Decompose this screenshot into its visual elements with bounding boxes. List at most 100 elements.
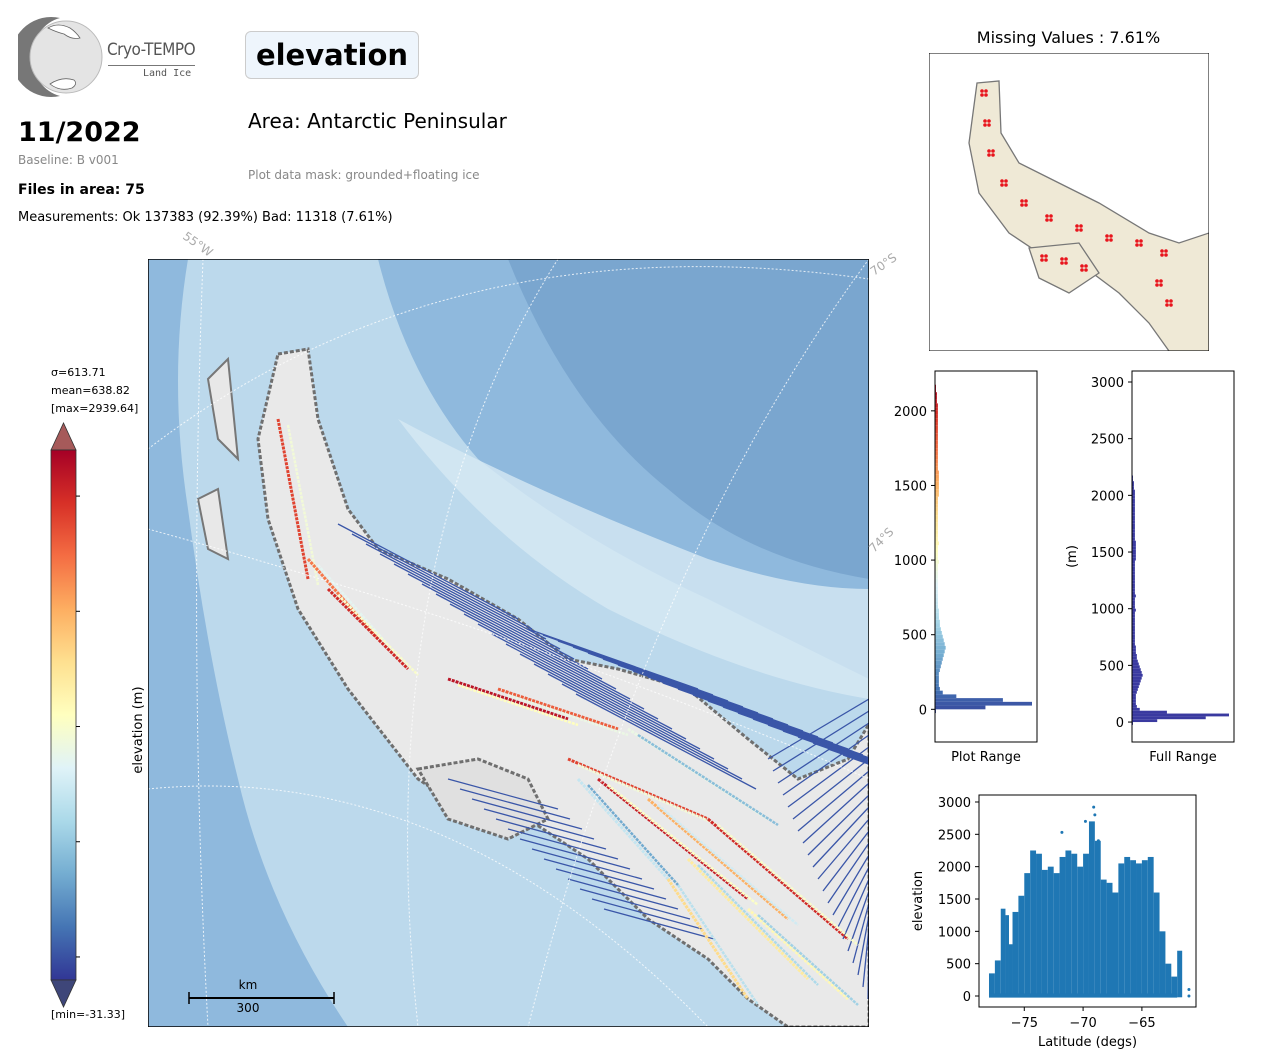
elevation-track <box>497 687 619 731</box>
histogram-bar <box>1132 591 1135 595</box>
histogram-bar <box>935 627 941 631</box>
y-axis-label: (m) <box>1065 545 1080 568</box>
missing-value-dot <box>984 93 988 97</box>
histogram-bar <box>1132 520 1135 524</box>
histogram-bar <box>1132 529 1135 533</box>
histogram-bar <box>1132 498 1135 502</box>
histogram-bar <box>935 519 938 523</box>
y-tick-label: 0 <box>919 703 927 718</box>
missing-value-dot <box>1064 257 1068 261</box>
satellite-track <box>575 693 757 790</box>
histogram-bar <box>935 660 942 665</box>
scatter-point <box>1092 805 1096 809</box>
scatter-points-column <box>1153 892 1160 998</box>
satellite-track <box>527 628 699 690</box>
histogram-bar <box>935 630 942 635</box>
satellite-track <box>837 866 869 928</box>
histogram-bar <box>1132 495 1135 499</box>
histogram-bar <box>935 698 1003 702</box>
y-tick-label: 3000 <box>938 796 971 811</box>
histogram-bar <box>935 433 938 437</box>
elevation-track <box>637 733 779 827</box>
histogram-bar <box>1132 540 1136 544</box>
histogram-bar <box>1132 492 1135 496</box>
histogram-bar <box>1132 577 1135 581</box>
satellite-track <box>495 818 607 850</box>
histogram-bar <box>1132 515 1135 519</box>
histogram-bar <box>1132 543 1136 547</box>
histogram-bar <box>935 496 938 501</box>
histogram-bar <box>935 451 938 456</box>
main-map: km 300 <box>148 259 869 1027</box>
scatter-points-column <box>1071 853 1078 998</box>
elevation-track <box>757 914 859 1006</box>
y-tick-label: 3000 <box>1091 376 1124 391</box>
elevation-track <box>627 727 769 821</box>
histogram-bar <box>1132 648 1136 652</box>
histogram-bar <box>1132 699 1136 703</box>
satellite-track <box>792 758 869 820</box>
scale-bar: km 300 <box>188 978 335 1015</box>
missing-value-dot <box>1105 234 1109 238</box>
satellite-track <box>507 828 619 860</box>
satellite-track <box>782 730 869 763</box>
histogram-bar <box>1132 588 1135 592</box>
baseline-label: Baseline: B v001 <box>18 153 119 167</box>
histogram-bar <box>1132 557 1136 561</box>
satellite-track <box>365 543 547 640</box>
satellite-track <box>505 643 687 740</box>
histogram-bar <box>935 410 938 415</box>
elevation-track <box>746 907 850 1001</box>
elevation-track <box>567 757 709 821</box>
histogram-bar <box>935 530 938 534</box>
lon-label-55w: 55°W <box>180 229 215 260</box>
histogram-bar <box>935 422 938 426</box>
histogram-bar <box>1132 696 1136 700</box>
histogram-bar <box>935 537 938 542</box>
histogram-plot-range: 0 500 1000 1500 2000 Plot Range <box>894 370 1038 765</box>
offshore-islands <box>196 356 240 561</box>
graticule <box>148 259 869 1027</box>
missing-value-dot <box>1155 279 1159 283</box>
histogram-bar <box>1132 546 1136 550</box>
histogram-bar <box>1132 501 1135 504</box>
histogram-bar <box>1132 518 1135 521</box>
missing-value-dot <box>1084 268 1088 272</box>
missing-value-dot <box>1079 228 1083 232</box>
scatter-points-column <box>1041 869 1048 998</box>
satellite-track <box>557 640 729 702</box>
missing-value-dot <box>1165 299 1169 303</box>
histogram-bar <box>935 474 939 479</box>
scatter-points-column <box>1147 856 1154 998</box>
histogram-bar <box>935 500 938 505</box>
elevation-track <box>686 857 810 981</box>
satellite-track <box>842 878 869 940</box>
scale-unit: km <box>239 978 258 992</box>
histogram-bar <box>1132 685 1139 689</box>
missing-value-dot <box>1080 264 1084 268</box>
satellite-track <box>572 646 744 708</box>
missing-value-dot <box>1169 303 1173 307</box>
histogram-bar <box>1132 679 1141 683</box>
x-tick-label: −70 <box>1069 1016 1096 1031</box>
scatter-points-column <box>1008 944 1013 998</box>
date-label: 11/2022 <box>18 117 141 148</box>
satellite-track <box>822 830 869 892</box>
histogram-bar <box>1132 523 1135 527</box>
missing-value-dot <box>1159 283 1163 287</box>
scatter-points-column <box>1141 860 1148 998</box>
missing-value-dot <box>987 153 991 157</box>
histogram-bar <box>935 556 938 561</box>
scatter-points-column <box>1106 882 1113 998</box>
histogram-bar <box>935 701 1032 706</box>
scatter-points-column <box>1059 856 1066 998</box>
histogram-bar <box>935 455 938 460</box>
satellite-track <box>852 902 869 964</box>
satellite-track <box>617 664 789 726</box>
histogram-bar <box>1132 574 1135 578</box>
satellite-track <box>483 808 595 840</box>
histogram-bar <box>1132 563 1135 567</box>
histogram-bar <box>935 593 938 598</box>
missing-value-dot <box>1060 261 1064 265</box>
histogram-bar <box>1132 668 1141 672</box>
